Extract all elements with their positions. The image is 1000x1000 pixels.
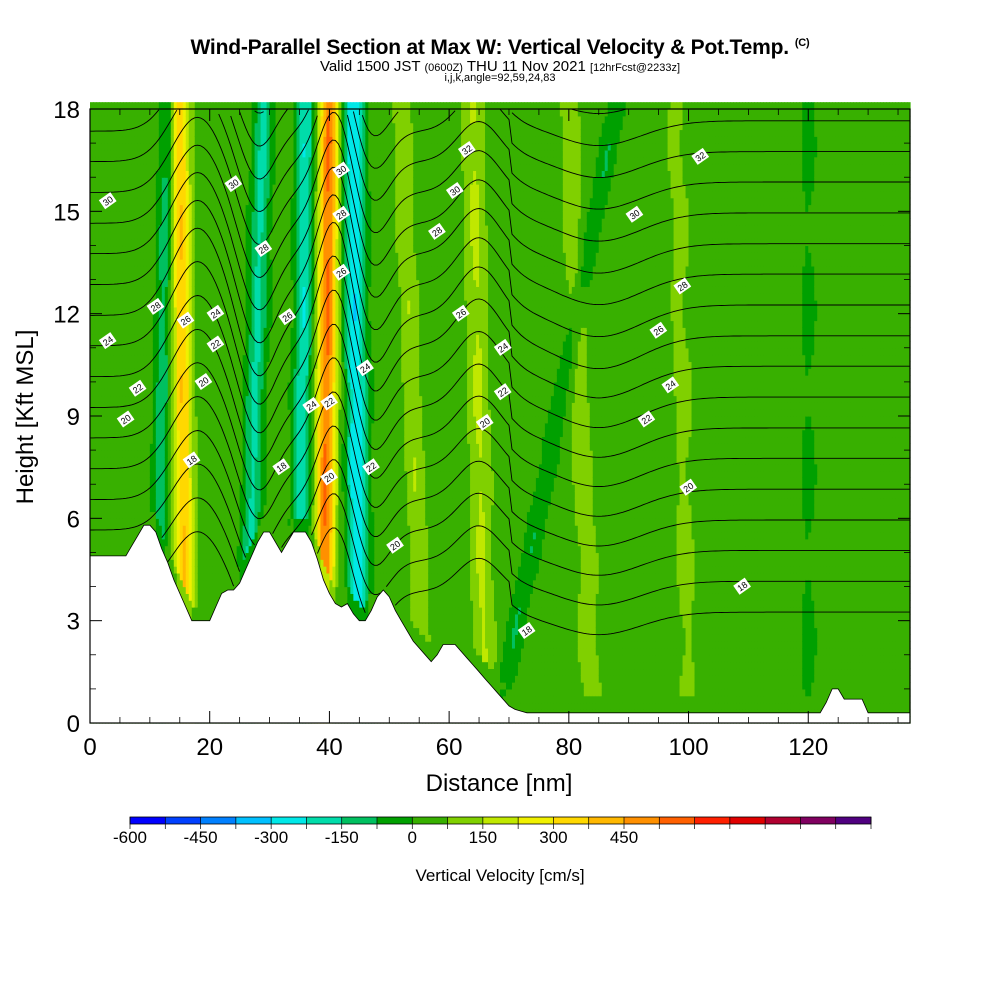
cross-section-chart: 302422202830282626 24222018 1824 2220302826… — [0, 0, 1000, 1000]
